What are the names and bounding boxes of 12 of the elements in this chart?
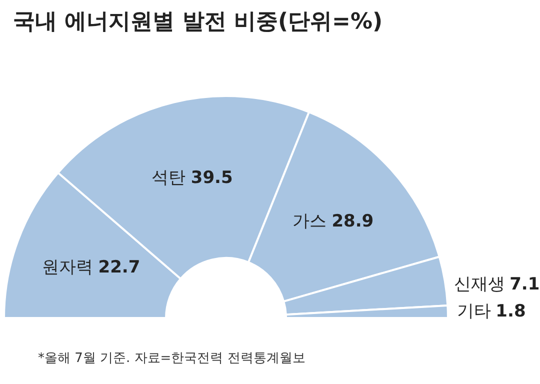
- data-label: 39.5: [190, 168, 233, 188]
- slice-label: 가스: [292, 212, 326, 232]
- data-label: 22.7: [98, 258, 140, 278]
- data-label: 1.8: [496, 302, 526, 322]
- slice-label: 신재생: [454, 274, 505, 295]
- data-label: 28.9: [332, 212, 374, 232]
- data-label: 7.1: [510, 274, 540, 295]
- slice-label: 석탄: [151, 168, 186, 188]
- text: *올해 7월 기준. 자료=한국전력 전력통계월보: [38, 351, 306, 366]
- chart-title: 국내 에너지원별 발전 비중(단위=%): [13, 10, 383, 34]
- slice-label: 기타: [456, 302, 491, 322]
- slice-label: 원자력: [42, 258, 93, 278]
